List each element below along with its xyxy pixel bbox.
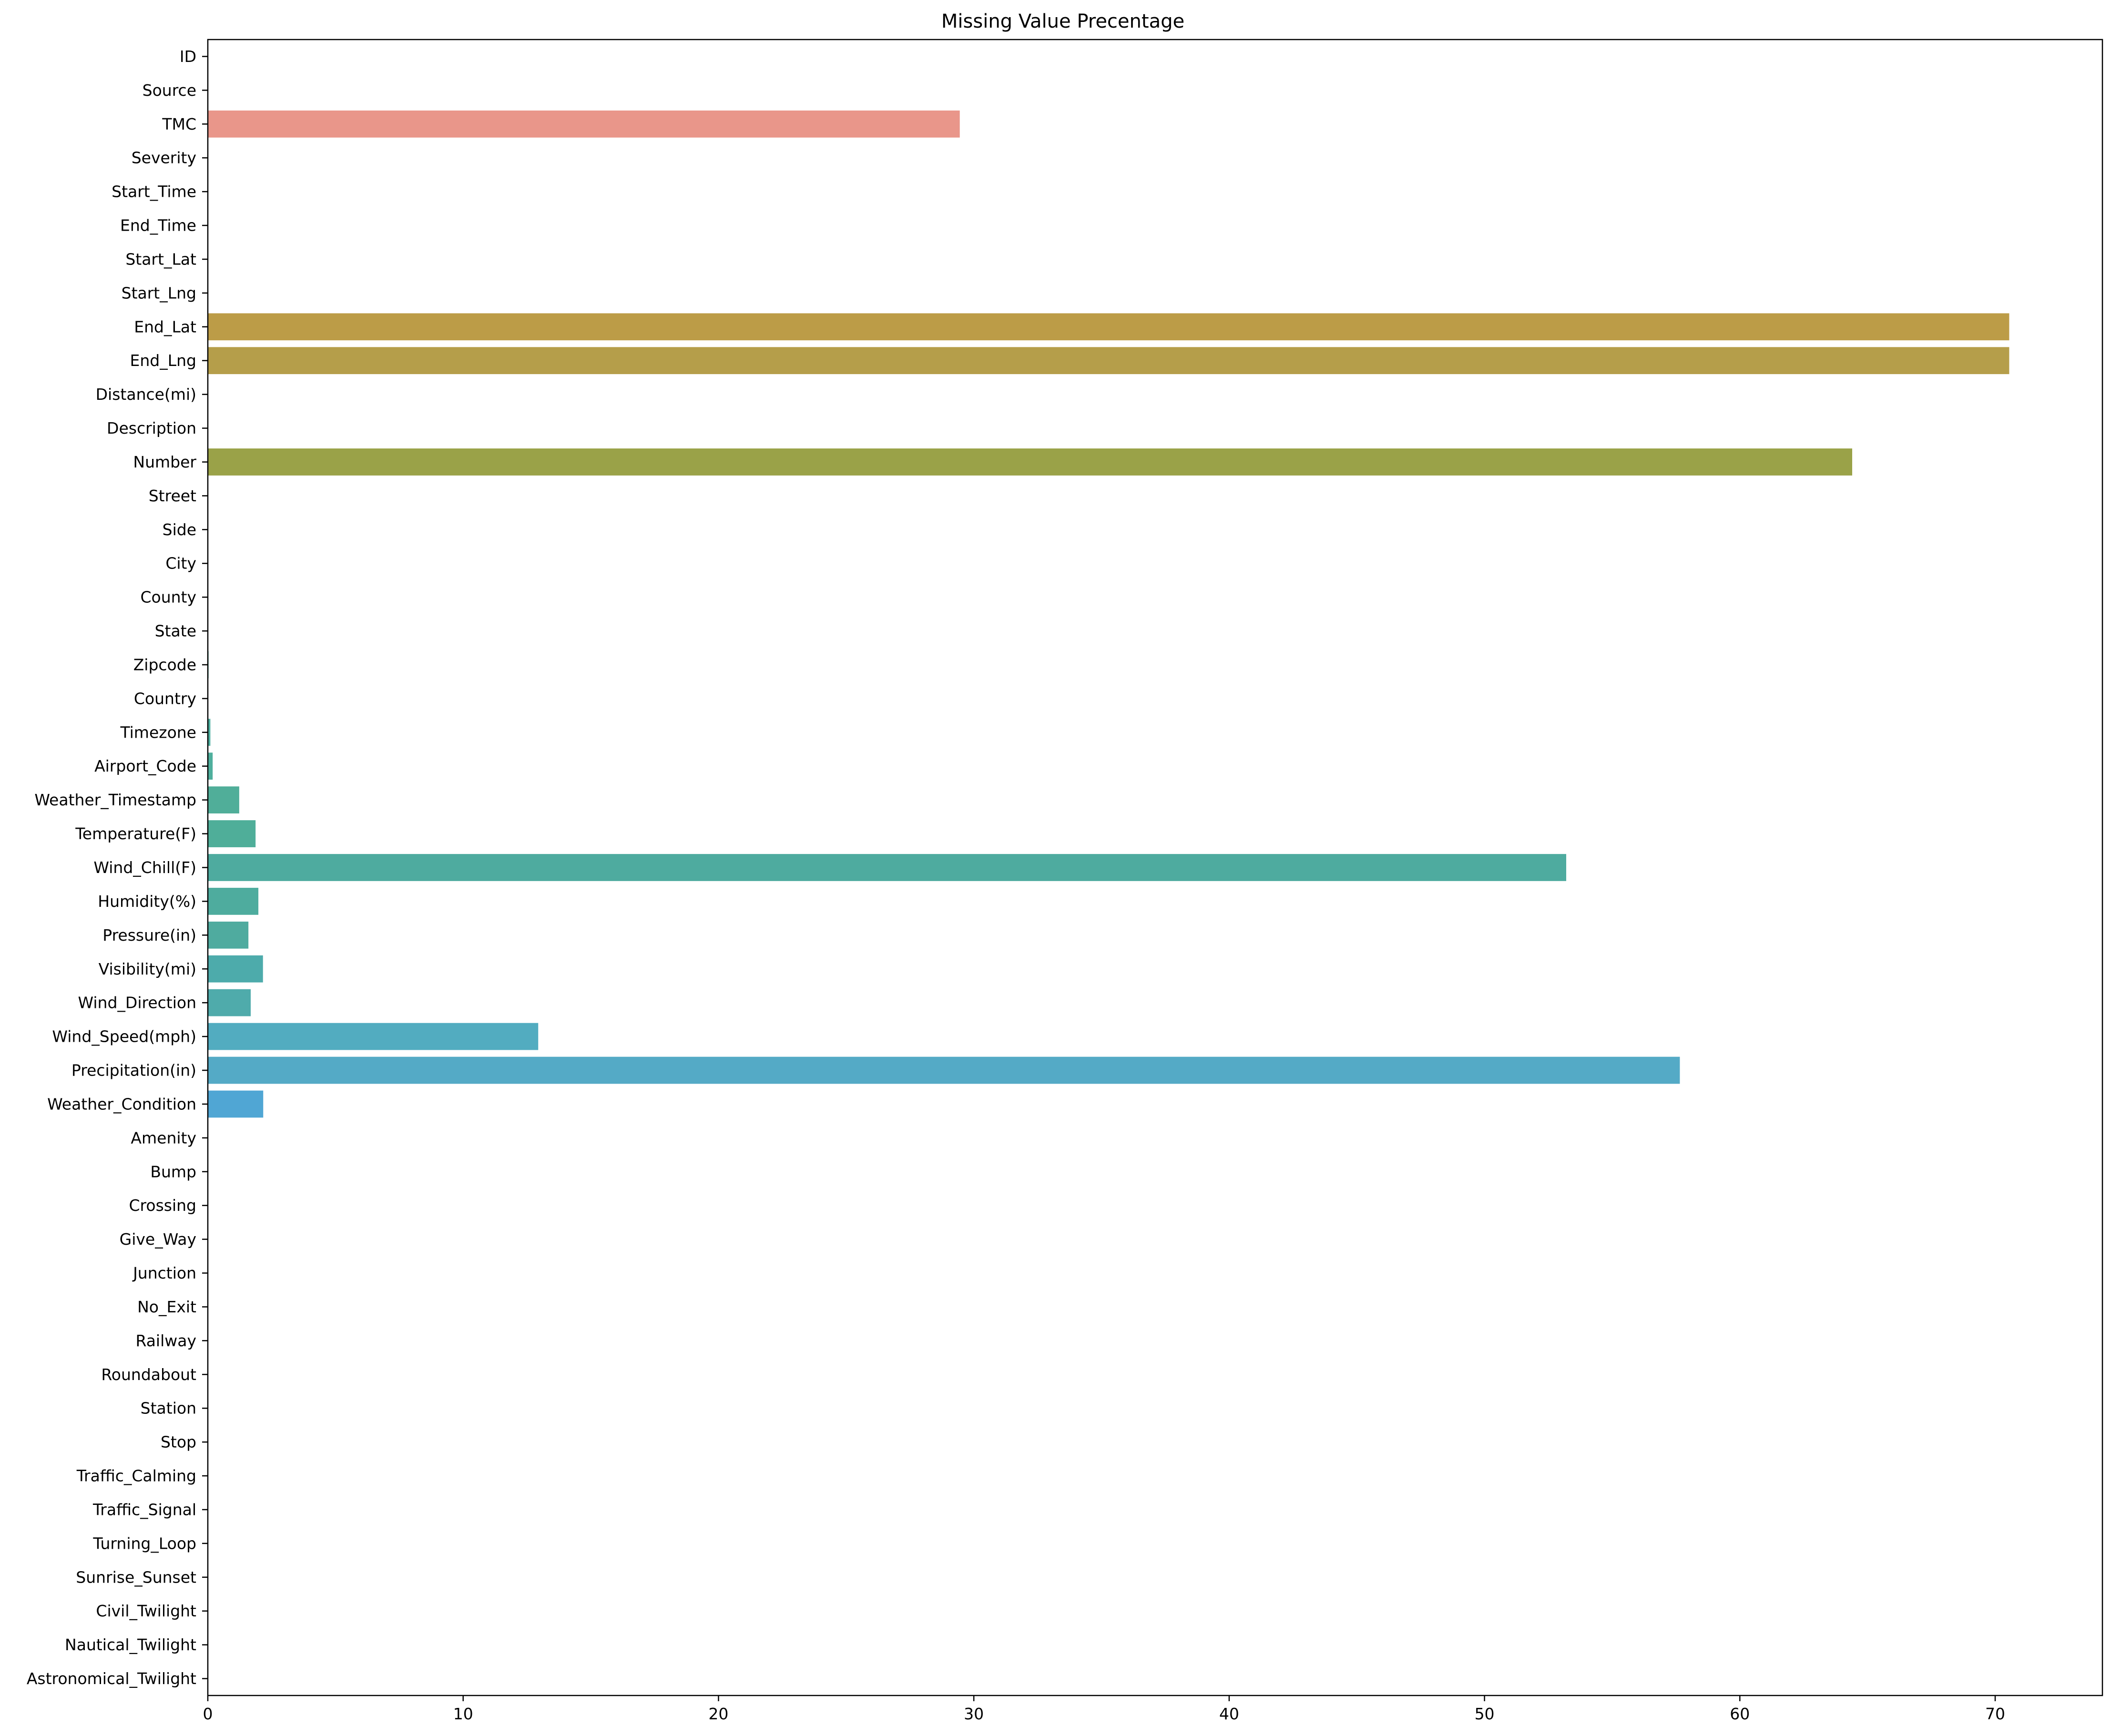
y-tick-label: Distance(mi) [96, 385, 196, 404]
plot-frame [207, 39, 2103, 1696]
y-tick-label: Description [107, 419, 196, 437]
bar-end-lng [208, 347, 2009, 375]
y-tick-label: Zipcode [133, 655, 196, 674]
y-tick-label: Start_Time [112, 183, 196, 201]
y-tick-label: Sunrise_Sunset [76, 1568, 196, 1586]
y-tick-label: Weather_Timestamp [34, 791, 196, 809]
y-tick-label: No_Exit [137, 1298, 196, 1316]
y-tick-label: Precipitation(in) [71, 1061, 196, 1080]
y-tick-label: Temperature(F) [75, 824, 196, 843]
y-tick-label: Station [141, 1399, 196, 1418]
bar-wind-direction [208, 989, 251, 1016]
x-tick-label: 60 [1730, 1705, 1750, 1723]
y-tick-label: Nautical_Twilight [65, 1635, 196, 1654]
bar-timezone [208, 719, 211, 746]
y-tick-label: Start_Lng [122, 284, 196, 302]
y-tick-label: Bump [150, 1162, 196, 1181]
y-tick-label: Traffic_Calming [76, 1467, 196, 1485]
bar-end-lat [208, 313, 2009, 341]
y-tick-label: Traffic_Signal [92, 1500, 196, 1519]
y-tick-label: End_Lng [130, 351, 196, 370]
x-tick-label: 40 [1219, 1705, 1239, 1723]
x-tick-label: 0 [203, 1705, 213, 1723]
y-tick-label: Crossing [129, 1196, 197, 1215]
y-tick-label: Roundabout [101, 1365, 196, 1384]
x-tick-label: 70 [1985, 1705, 2005, 1723]
y-tick-label: Wind_Chill(F) [93, 858, 196, 877]
y-tick-label: Astronomical_Twilight [27, 1669, 196, 1688]
x-axis: 0 10 20 30 40 50 60 70 [203, 1695, 2005, 1723]
x-tick-label: 10 [453, 1705, 473, 1723]
bar-wind-chill-f [208, 854, 1566, 881]
y-tick-label: Source [143, 81, 196, 100]
y-tick-label: Visibility(mi) [99, 960, 196, 978]
x-tick-label: 30 [964, 1705, 984, 1723]
bar-weather-timestamp [208, 786, 239, 814]
y-tick-label: Timezone [120, 723, 197, 741]
chart-title: Missing Value Precentage [941, 10, 1184, 32]
y-tick-label: End_Time [120, 216, 196, 235]
y-tick-label: County [140, 588, 196, 607]
y-tick-label: State [155, 622, 196, 640]
bar-temperature-f [208, 820, 256, 847]
bar-visibility-mi [208, 955, 263, 983]
x-tick-label: 50 [1475, 1705, 1495, 1723]
bars-group [208, 110, 2009, 1692]
bar-precipitation-in [208, 1056, 1680, 1084]
y-tick-label: Stop [161, 1433, 196, 1452]
bar-number [208, 448, 1852, 476]
y-tick-label: Start_Lat [125, 250, 196, 268]
y-tick-label: Number [133, 453, 196, 471]
y-tick-label: Airport_Code [94, 757, 196, 775]
y-tick-label: Give_Way [120, 1230, 196, 1249]
bar-humidity [208, 888, 259, 915]
bar-weather-condition [208, 1090, 264, 1118]
y-tick-label: Junction [132, 1264, 196, 1282]
x-tick-label: 20 [708, 1705, 728, 1723]
y-tick-label: ID [180, 47, 196, 66]
y-tick-label: City [165, 554, 196, 573]
y-tick-label: Pressure(in) [102, 926, 196, 944]
y-tick-label: Weather_Condition [47, 1095, 196, 1113]
bar-wind-speed-mph [208, 1023, 539, 1050]
bar-tmc [208, 110, 960, 138]
bar-pressure-in [208, 921, 249, 949]
y-tick-label: Amenity [131, 1128, 196, 1147]
y-tick-label: TMC [162, 115, 196, 133]
y-tick-label: Street [149, 487, 196, 505]
y-tick-label: Railway [135, 1331, 196, 1350]
y-tick-label: Side [163, 520, 196, 539]
y-tick-label: Wind_Direction [78, 994, 196, 1012]
y-axis: ID Source TMC Severity Start_Time End_Time Sta… [27, 47, 208, 1688]
y-tick-label: Turning_Loop [92, 1534, 196, 1553]
y-tick-label: Wind_Speed(mph) [52, 1027, 196, 1046]
y-tick-label: Country [134, 689, 196, 708]
y-tick-label: Civil_Twilight [96, 1602, 196, 1620]
y-tick-label: Humidity(%) [98, 892, 196, 911]
y-tick-label: Severity [132, 149, 196, 167]
bar-airport-code [208, 752, 213, 780]
y-tick-label: End_Lat [134, 317, 196, 336]
